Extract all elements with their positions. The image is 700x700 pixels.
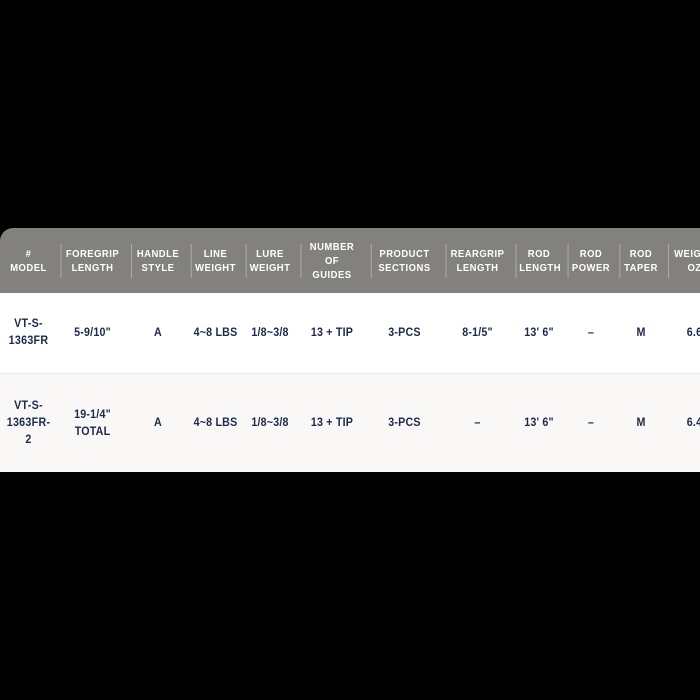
cell-product-sections: 3-PCS <box>388 417 421 429</box>
cell-reargrip-length: 8-1/5" <box>462 326 493 339</box>
cell-line-weight: 4~8 LBS <box>193 417 238 429</box>
cell-weight-oz: 6.4 <box>686 417 700 429</box>
cell-model: VT-S- 1363FR-2 <box>6 400 51 446</box>
cell-foregrip-length: 19-1/4" TOTAL <box>74 408 111 438</box>
table-row[interactable]: VT-S- 1363FR-2 19-1/4" TOTAL A 4~8 LBS 1… <box>0 373 700 472</box>
cell-foregrip-length: 5-9/10" <box>74 326 111 339</box>
cell-number-of-guides: 13 + TIP <box>310 326 354 339</box>
table-header: # MODEL FOREGRIP LENGTH HANDLE STYLE LIN… <box>0 228 700 293</box>
column-header-reargrip-length[interactable]: REARGRIP LENGTH <box>445 243 510 278</box>
column-header-rod-power[interactable]: ROD POWER <box>567 243 615 278</box>
cell-lure-weight: 1/8~3/8 <box>251 417 289 429</box>
column-header-rod-length[interactable]: ROD LENGTH <box>515 243 563 278</box>
column-header-number-of-guides[interactable]: NUMBER OF GUIDES <box>300 240 364 282</box>
cell-rod-power: – <box>587 326 595 339</box>
cell-reargrip-length: – <box>474 417 481 429</box>
cell-rod-taper: M <box>636 326 646 339</box>
column-header-lure-weight[interactable]: LURE WEIGHT <box>245 243 295 278</box>
column-header-model[interactable]: # MODEL <box>10 247 47 274</box>
cell-model: VT-S- 1363FR <box>8 318 49 347</box>
cell-rod-taper: M <box>636 417 646 429</box>
column-header-line-weight[interactable]: LINE WEIGHT <box>190 243 241 278</box>
column-header-foregrip-length[interactable]: FOREGRIP LENGTH <box>60 243 125 278</box>
column-header-rod-taper[interactable]: ROD TAPER <box>619 243 662 278</box>
cell-lure-weight: 1/8~3/8 <box>251 326 289 339</box>
cell-rod-length: 13' 6" <box>524 417 554 429</box>
column-header-weight-oz[interactable]: WEIGHT OZ <box>667 243 700 278</box>
cell-number-of-guides: 13 + TIP <box>310 417 354 429</box>
cell-weight-oz: 6.6 <box>686 326 700 339</box>
cell-product-sections: 3-PCS <box>388 326 421 339</box>
column-header-product-sections[interactable]: PRODUCT SECTIONS <box>370 243 439 278</box>
table-row[interactable]: VT-S- 1363FR 5-9/10" A 4~8 LBS 1/8~3/8 1… <box>0 293 700 373</box>
cell-line-weight: 4~8 LBS <box>193 326 238 339</box>
cell-handle-style: A <box>154 326 162 339</box>
cell-handle-style: A <box>154 417 162 429</box>
cell-rod-power: – <box>587 417 595 429</box>
table-header-row: # MODEL FOREGRIP LENGTH HANDLE STYLE LIN… <box>0 228 700 293</box>
rod-specification-table: # MODEL FOREGRIP LENGTH HANDLE STYLE LIN… <box>0 228 700 472</box>
cell-rod-length: 13' 6" <box>524 326 554 339</box>
table-body: VT-S- 1363FR 5-9/10" A 4~8 LBS 1/8~3/8 1… <box>0 293 700 472</box>
column-header-handle-style[interactable]: HANDLE STYLE <box>131 243 185 278</box>
